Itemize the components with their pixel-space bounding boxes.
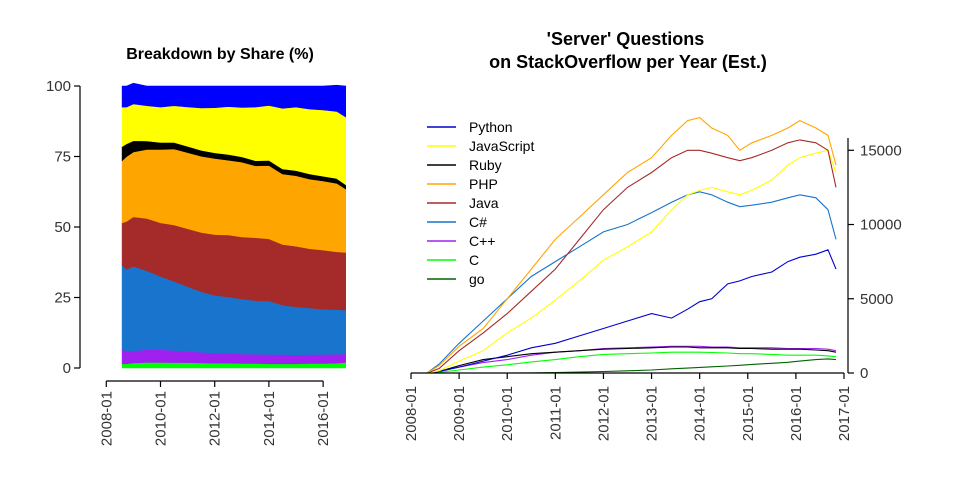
y-tick-label: 100 <box>46 78 71 95</box>
area-python <box>121 82 346 118</box>
share-area-chart: Breakdown by Share (%) 0 25 50 75 100 2008-01… <box>46 46 346 446</box>
plot-area <box>121 82 346 369</box>
y-tick-label: 10000 <box>860 217 902 234</box>
x-tick-label: 2016-01 <box>315 391 332 446</box>
y-tick-label: 50 <box>54 219 71 236</box>
x-tick-label: 2008-01 <box>403 386 420 441</box>
x-tick-label: 2011-01 <box>547 386 564 440</box>
legend-label: Python <box>469 119 513 135</box>
x-tick-label: 2008-01 <box>98 391 115 446</box>
x-tick-label: 2012-01 <box>595 386 612 441</box>
legend: Python JavaScript Ruby PHP Java C# C++ Cgo <box>427 119 534 287</box>
line-python <box>426 249 837 374</box>
x-tick-label: 2009-01 <box>451 386 468 441</box>
x-tick-label: 2014-01 <box>261 391 278 446</box>
chart-title: Breakdown by Share (%) <box>126 46 314 63</box>
x-tick-label: 2010-01 <box>153 391 170 446</box>
line-c- <box>426 191 837 374</box>
line-javascript <box>426 149 837 374</box>
line-ruby <box>426 346 837 374</box>
legend-label: C <box>469 252 479 268</box>
x-tick-label: 2012-01 <box>207 391 224 446</box>
axes: 0 25 50 75 100 2008-01 2010-01 2012-01 2014-01 20… <box>46 78 332 446</box>
x-tick-label: 2016-01 <box>788 386 805 441</box>
line-java <box>426 139 837 374</box>
legend-label: Java <box>469 195 499 211</box>
legend-label: go <box>469 271 485 287</box>
legend-label: PHP <box>469 176 498 192</box>
x-tick-label: 2013-01 <box>644 386 661 441</box>
y-tick-label: 25 <box>54 290 71 307</box>
x-tick-label: 2017-01 <box>836 386 853 441</box>
y-tick-label: 0 <box>63 360 71 377</box>
x-tick-label: 2010-01 <box>499 386 516 441</box>
line-c <box>426 351 837 374</box>
axes: 2008-01 2009-01 2010-01 2011-01 2012-01 2013-… <box>403 138 902 441</box>
y-tick-label: 0 <box>860 365 868 382</box>
legend-label: C# <box>469 214 487 230</box>
legend-label: C++ <box>469 233 495 249</box>
legend-label: JavaScript <box>469 138 534 154</box>
y-tick-label: 5000 <box>860 291 893 308</box>
line-php <box>426 116 837 374</box>
x-tick-label: 2015-01 <box>740 386 757 441</box>
line-go <box>427 358 837 374</box>
x-tick-label: 2014-01 <box>692 386 709 441</box>
questions-line-chart: 'Server' Questions on StackOverflow per … <box>403 29 902 441</box>
y-tick-label: 75 <box>54 149 71 166</box>
chart-title: 'Server' Questions on StackOverflow per … <box>489 29 767 72</box>
y-tick-label: 15000 <box>860 142 902 159</box>
legend-label: Ruby <box>469 157 502 173</box>
line-c- <box>426 345 837 374</box>
